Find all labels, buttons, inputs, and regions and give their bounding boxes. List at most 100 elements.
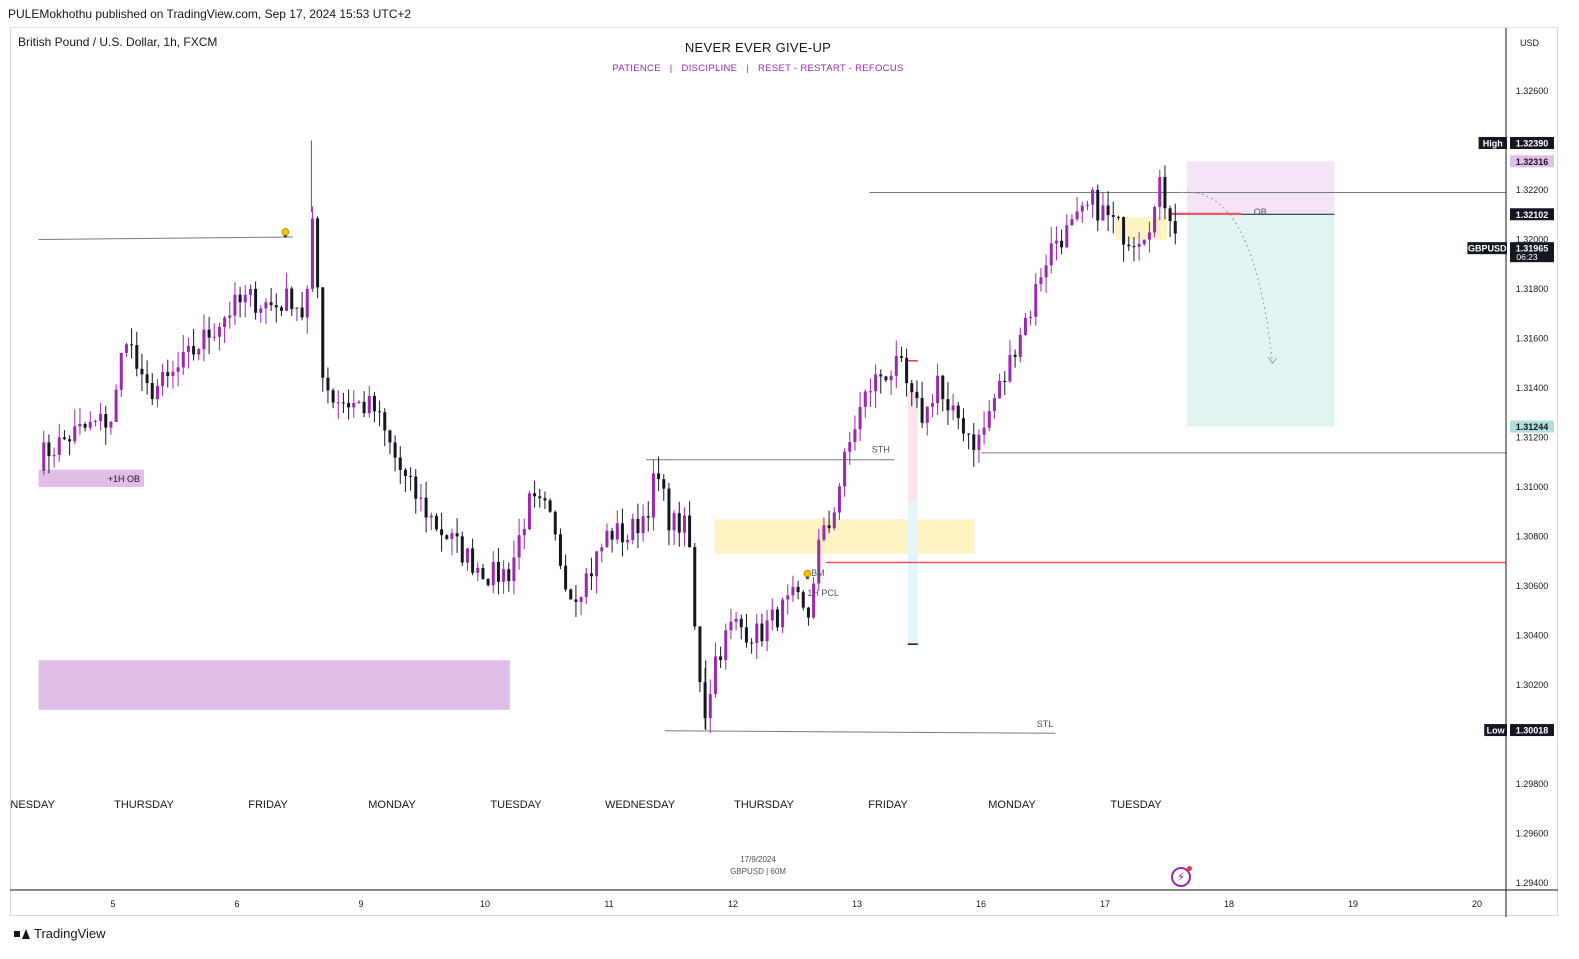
- candle-body: [1039, 277, 1043, 285]
- candle-body: [584, 573, 588, 598]
- candle-body: [1116, 216, 1120, 218]
- candle-body: [1168, 208, 1172, 222]
- candle: [316, 216, 320, 299]
- candle-body: [352, 403, 356, 408]
- alert-bulb-icon: [803, 569, 812, 580]
- candle-body: [522, 529, 526, 536]
- candle-body: [212, 336, 216, 338]
- publisher-line: PULEMokhothu published on TradingView.co…: [8, 7, 412, 21]
- candle: [713, 642, 717, 698]
- candle-body: [124, 344, 128, 353]
- candle-body: [362, 401, 366, 414]
- candle: [956, 401, 960, 430]
- candle: [491, 551, 495, 594]
- candle: [863, 389, 867, 418]
- candle-body: [434, 515, 438, 530]
- candle-body: [176, 367, 180, 372]
- candle-body: [672, 513, 676, 531]
- candle-body: [641, 516, 645, 534]
- candle-body: [99, 414, 103, 422]
- x-tick-label: 18: [1224, 899, 1234, 909]
- candle-body: [682, 515, 686, 533]
- early-high-line: [38, 236, 293, 240]
- candle: [827, 510, 831, 533]
- symbol-legend[interactable]: British Pound / U.S. Dollar, 1h, FXCM: [18, 35, 218, 49]
- candle-body: [636, 518, 640, 534]
- candle: [910, 379, 914, 407]
- price-label-value: 1.32102: [1516, 210, 1549, 220]
- candle-body: [119, 352, 123, 390]
- y-tick-label: 1.29400: [1516, 878, 1549, 888]
- candle-body: [259, 308, 263, 313]
- y-tick-label: 1.30400: [1516, 631, 1549, 641]
- candle: [843, 448, 847, 497]
- candle: [434, 513, 438, 532]
- candle: [677, 501, 681, 547]
- candle-body: [93, 421, 97, 423]
- weekday-label: TUESDAY: [490, 799, 542, 811]
- currency-label[interactable]: USD: [1520, 38, 1540, 48]
- candle-body: [248, 288, 252, 295]
- plot-pane: +1H OB STH STL OB 1H PCL BM DNESDAY THURSDAY FRI…: [10, 140, 1506, 811]
- price-label-countdown: 06:23: [1516, 252, 1538, 262]
- candle: [672, 510, 676, 545]
- position-stop-zone: [1186, 161, 1335, 215]
- candle-body: [1008, 354, 1012, 382]
- lightning-icon[interactable]: ⚡: [1171, 867, 1191, 887]
- candle: [569, 588, 573, 600]
- candle-body: [47, 442, 51, 457]
- alert-bulb-head: [281, 228, 290, 236]
- candle-body: [853, 429, 857, 443]
- candle-body: [202, 329, 206, 350]
- candle: [414, 469, 418, 514]
- candle-body: [481, 567, 485, 579]
- candle-body: [130, 344, 134, 346]
- candle: [724, 623, 728, 670]
- price-label: 1.32316: [1510, 155, 1554, 168]
- candle: [279, 305, 283, 317]
- candle: [755, 614, 759, 660]
- candle: [1070, 214, 1074, 226]
- candle: [925, 406, 929, 436]
- candle-body: [972, 434, 976, 450]
- price-label-value: 1.32316: [1516, 157, 1549, 167]
- x-tick-label: 11: [604, 899, 613, 909]
- candle-body: [977, 434, 981, 450]
- candle: [295, 307, 299, 322]
- tradingview-footer[interactable]: TradingView: [14, 926, 106, 941]
- chart-frame[interactable]: [10, 27, 1558, 916]
- candle-body: [171, 371, 175, 376]
- candle-body: [217, 327, 221, 337]
- candle-body: [290, 288, 294, 310]
- candle-body: [693, 547, 697, 627]
- candle-body: [491, 562, 495, 586]
- candle-body: [817, 539, 821, 584]
- x-tick-label: 5: [110, 899, 115, 909]
- candle-body: [223, 317, 227, 328]
- price-label-box: [1510, 420, 1554, 433]
- candle-body: [765, 620, 769, 642]
- candle-body: [68, 439, 72, 442]
- candle: [502, 560, 506, 594]
- x-tick-label: 6: [234, 899, 239, 909]
- footer-brand: TradingView: [34, 926, 106, 941]
- candle: [1111, 201, 1115, 234]
- candle: [1096, 184, 1100, 232]
- candle-body: [341, 402, 345, 404]
- candle-body: [321, 287, 325, 378]
- candle: [657, 456, 661, 492]
- candle: [1132, 237, 1136, 262]
- candle: [1137, 231, 1141, 261]
- candle: [631, 513, 635, 545]
- price-label: 1.32102: [1510, 208, 1554, 221]
- candle: [558, 528, 562, 570]
- candle: [243, 285, 247, 318]
- candle: [1013, 349, 1017, 368]
- candle-body: [1096, 189, 1100, 221]
- candle: [961, 408, 965, 442]
- candle-body: [925, 406, 929, 423]
- candle-body: [388, 430, 392, 443]
- candle-body: [786, 595, 790, 600]
- candle: [889, 370, 893, 396]
